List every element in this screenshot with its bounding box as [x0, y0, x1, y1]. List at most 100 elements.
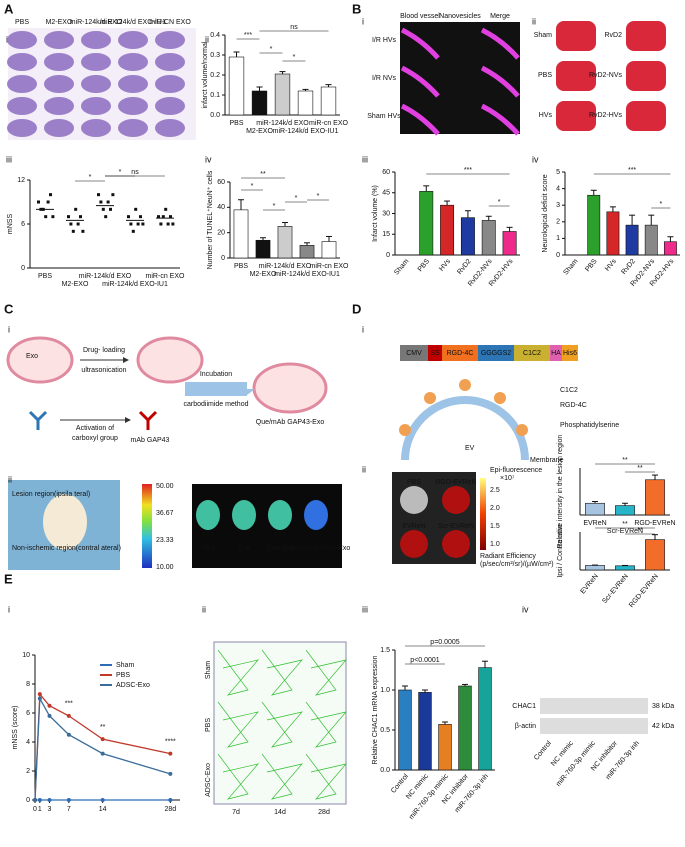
point — [134, 207, 138, 211]
colorbar — [480, 478, 486, 550]
construct-block — [550, 345, 562, 361]
brain-slice — [155, 97, 185, 115]
point — [74, 207, 78, 211]
rgd-peptide — [494, 392, 506, 404]
point — [111, 193, 115, 197]
annotation: ns — [131, 169, 139, 176]
point — [47, 713, 52, 718]
point — [100, 751, 105, 756]
y-axis-label: Ipsi / Contra ratio — [557, 524, 564, 577]
brain-slice — [7, 31, 37, 49]
point — [131, 229, 135, 233]
track — [261, 649, 303, 696]
brain-slice — [81, 119, 111, 137]
bar — [615, 505, 635, 516]
bar — [458, 685, 472, 771]
annotation: * — [89, 174, 92, 181]
bar — [320, 86, 337, 116]
brain-signal — [400, 486, 428, 514]
x-tick-label: 14 — [99, 806, 107, 813]
brain-slice — [118, 31, 148, 49]
x-tick-label: HVs — [604, 258, 618, 273]
x-tick-label: miR-cn EXO — [146, 273, 185, 280]
annotation: *** — [244, 32, 252, 39]
ttc-label: PBS — [538, 72, 552, 79]
colorbar-title: Epi-fluorescence — [490, 467, 542, 474]
y-tick-label: 1 — [556, 235, 560, 242]
vessel — [480, 103, 520, 136]
panel-letter: A — [4, 1, 14, 16]
bar — [478, 667, 492, 771]
bar — [228, 56, 245, 116]
row-label: PBS — [205, 718, 212, 732]
exo-diagram — [6, 336, 328, 430]
sub-label: iv — [205, 154, 212, 164]
brain-signal — [304, 500, 328, 530]
bar — [277, 226, 293, 259]
y-tick-label: 60 — [217, 179, 225, 186]
bar — [274, 73, 291, 116]
annotation: ns — [290, 24, 298, 31]
point — [127, 215, 130, 219]
bar — [297, 90, 314, 116]
bar — [251, 90, 268, 116]
annotation: *** — [65, 701, 73, 708]
colorbar-label: 2.0 — [490, 505, 500, 512]
bar — [585, 565, 605, 571]
diagram-label: Membrane — [530, 457, 564, 464]
sample-label: Que/mAb GAP43-Exo — [282, 545, 351, 552]
rgd-peptide — [459, 379, 471, 391]
diagram-label: C1C2 — [560, 387, 578, 394]
x-tick-label: Sham — [562, 258, 579, 277]
image-label: EVReN — [402, 523, 425, 530]
point — [69, 222, 73, 226]
sub-label: iv — [522, 604, 529, 614]
rgd-peptide — [516, 424, 528, 436]
ttc-label: RvD2-HVs — [589, 112, 623, 119]
column-label: miR-124k/d EXO — [70, 19, 123, 26]
sample-label: PBS — [201, 545, 215, 552]
x-tick-label: Scr-EVReN — [607, 528, 643, 535]
point — [171, 222, 175, 226]
point — [169, 215, 172, 219]
x-tick-label: miR-124k/d EXO-IU1 — [274, 271, 340, 278]
diagram-label: Phosphatidylserine — [560, 422, 619, 429]
point — [33, 798, 37, 802]
y-tick-label: 3 — [556, 202, 560, 209]
brain-slice — [44, 119, 74, 137]
brain-slice — [155, 119, 185, 137]
sub-label: ii — [362, 464, 366, 474]
y-tick-label: 2 — [26, 768, 30, 775]
legend-label: PBS — [116, 672, 130, 679]
construct-label: RGD-4C — [447, 350, 474, 357]
vessel — [480, 65, 520, 98]
x-tick-label: PBS — [584, 258, 599, 273]
point — [104, 215, 108, 219]
row-label: I/R HVs — [372, 37, 397, 44]
region-label: Non-ischemic region(contral ateral) — [12, 545, 121, 552]
x-tick-label: HVs — [438, 258, 452, 273]
y-tick-label: 0.5 — [380, 727, 390, 734]
point — [76, 222, 80, 226]
sub-label: i — [362, 16, 364, 26]
point — [157, 215, 160, 219]
track — [305, 649, 347, 696]
region-label: Lesion region(ipsila teral) — [12, 491, 90, 498]
y-axis-label: infarct volume/normal — [202, 41, 209, 108]
point — [139, 215, 142, 219]
brain-signal — [196, 500, 220, 530]
point — [46, 200, 50, 204]
y-tick-label: 6 — [26, 710, 30, 717]
y-tick-label: 40 — [217, 204, 225, 211]
x-tick-label: miR-124k/d EXO-IU1 — [273, 128, 339, 135]
sub-label: iii — [362, 154, 368, 164]
point — [37, 200, 40, 204]
annotation: * — [498, 199, 501, 206]
y-axis-label: mNSS (score) — [12, 706, 19, 750]
column-label: 7d — [232, 809, 240, 816]
colorbar-label: 23.33 — [156, 537, 174, 544]
construct-label: HA — [551, 350, 561, 357]
construct-block — [514, 345, 550, 361]
bar — [606, 211, 620, 256]
brain-slice — [155, 53, 185, 71]
